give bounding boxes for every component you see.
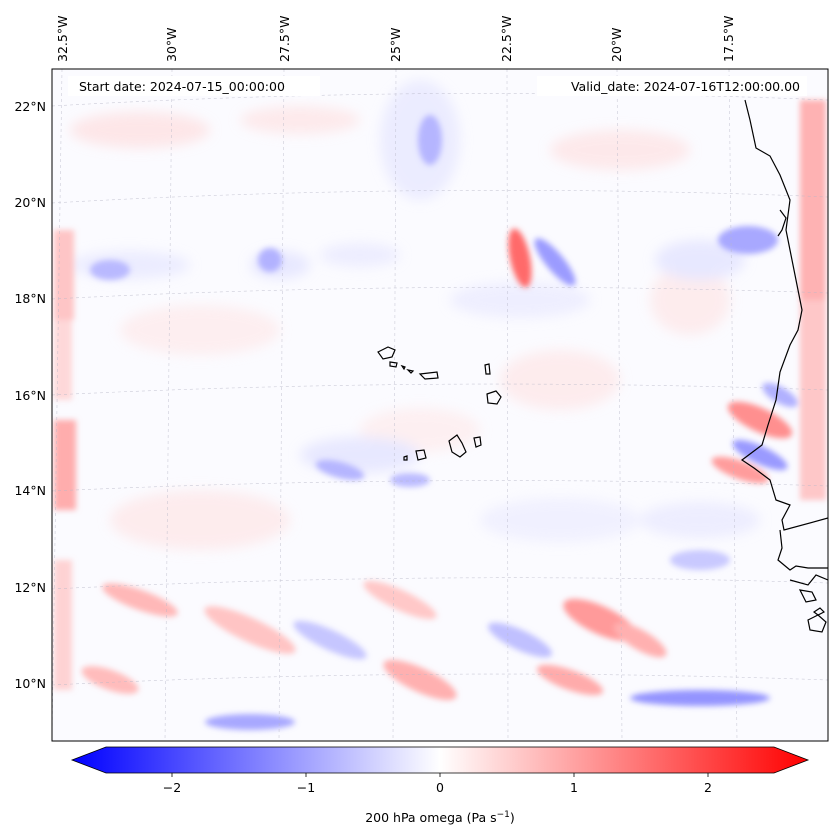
lon-label-20w: 20°W: [609, 27, 624, 62]
colorbar-tick-0: 0: [436, 780, 444, 795]
colorbar-bar: [70, 746, 810, 774]
lon-label-32.5w: 32.5°W: [55, 16, 70, 62]
colorbar: −2 −1 0 1 2 200 hPa omega (Pa s−1): [70, 746, 810, 825]
valid-date-label: Valid_date: 2024-07-16T12:00:00.00: [571, 79, 800, 94]
lon-label-25w: 25°W: [388, 27, 403, 62]
colorbar-tick-1: 1: [570, 780, 578, 795]
lon-label-22.5w: 22.5°W: [499, 16, 514, 62]
colorbar-tick-neg2: −2: [163, 780, 181, 795]
lon-label-27.5w: 27.5°W: [277, 16, 292, 62]
colorbar-tick-neg1: −1: [297, 780, 315, 795]
lat-label-12n: 12°N: [14, 580, 46, 595]
cape-verde-islands: [377, 346, 502, 461]
colorbar-tick-2: 2: [704, 780, 712, 795]
gridlines: [52, 69, 828, 741]
lat-label-14n: 14°N: [14, 483, 46, 498]
lat-label-22n: 22°N: [14, 99, 46, 114]
colorbar-label: 200 hPa omega (Pa s−1): [365, 810, 515, 825]
longitude-labels: 32.5°W 30°W 27.5°W 25°W 22.5°W 20°W 17.5…: [55, 16, 736, 62]
lon-label-30w: 30°W: [164, 27, 179, 62]
lon-label-17.5w: 17.5°W: [721, 16, 736, 62]
omega-field: [52, 69, 828, 741]
header: Start date: 2024-07-15_00:00:00 Valid_da…: [68, 76, 807, 96]
colorbar-ticks: [171, 773, 709, 777]
africa-coastline: [740, 99, 828, 633]
start-date-label: Start date: 2024-07-15_00:00:00: [79, 79, 285, 94]
lat-label-18n: 18°N: [14, 291, 46, 306]
map-frame: [51, 68, 829, 742]
lat-label-10n: 10°N: [14, 676, 46, 691]
lat-label-16n: 16°N: [14, 388, 46, 403]
latitude-labels: 22°N 20°N 18°N 16°N 14°N 12°N 10°N: [14, 99, 46, 691]
lat-label-20n: 20°N: [14, 195, 46, 210]
